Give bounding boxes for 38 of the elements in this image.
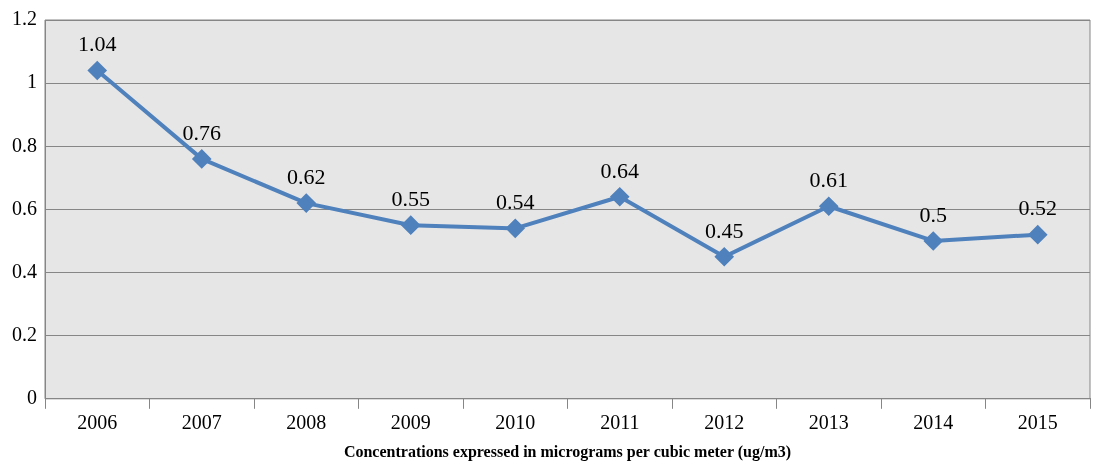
y-tick-label: 1.2 xyxy=(12,7,37,30)
point xyxy=(88,61,107,80)
data-label: 0.52 xyxy=(1018,195,1057,221)
x-tick-label: 2011 xyxy=(600,411,640,434)
y-tick-label: 0 xyxy=(27,386,37,409)
x-tick-label: 2007 xyxy=(181,411,222,434)
data-label: 0.55 xyxy=(391,185,430,211)
point xyxy=(610,187,629,206)
x-tick-label: 2013 xyxy=(808,411,849,434)
x-tick-label: 2015 xyxy=(1017,411,1058,434)
x-axis-title: Concentrations expressed in micrograms per cubic meter (ug/m3) xyxy=(343,442,792,461)
y-tick-label: 0.4 xyxy=(12,259,37,282)
point xyxy=(819,197,838,216)
x-tick-label: 2014 xyxy=(913,411,954,434)
data-label: 1.04 xyxy=(78,31,117,57)
y-tick-label: 1 xyxy=(27,70,37,93)
data-label: 0.64 xyxy=(600,157,639,183)
x-tick-label: 2008 xyxy=(286,411,327,434)
point xyxy=(192,149,211,168)
x-tick-label: 2012 xyxy=(704,411,745,434)
y-tick-label: 0.8 xyxy=(12,133,37,156)
x-tick-label: 2010 xyxy=(495,411,536,434)
data-label: 0.62 xyxy=(287,163,326,189)
point xyxy=(297,194,316,213)
data-label: 0.54 xyxy=(496,189,535,215)
x-tick-label: 2009 xyxy=(390,411,431,434)
point xyxy=(401,216,420,235)
y-tick-label: 0.2 xyxy=(12,322,37,345)
data-label: 0.5 xyxy=(919,201,947,227)
data-label: 0.61 xyxy=(809,167,848,193)
point xyxy=(715,247,734,266)
x-tick-label: 2006 xyxy=(77,411,118,434)
point xyxy=(1028,225,1047,244)
y-tick-label: 0.6 xyxy=(12,196,37,219)
data-label: 0.45 xyxy=(705,217,744,243)
point xyxy=(506,219,525,238)
data-label: 0.76 xyxy=(182,119,221,145)
point xyxy=(924,231,943,250)
